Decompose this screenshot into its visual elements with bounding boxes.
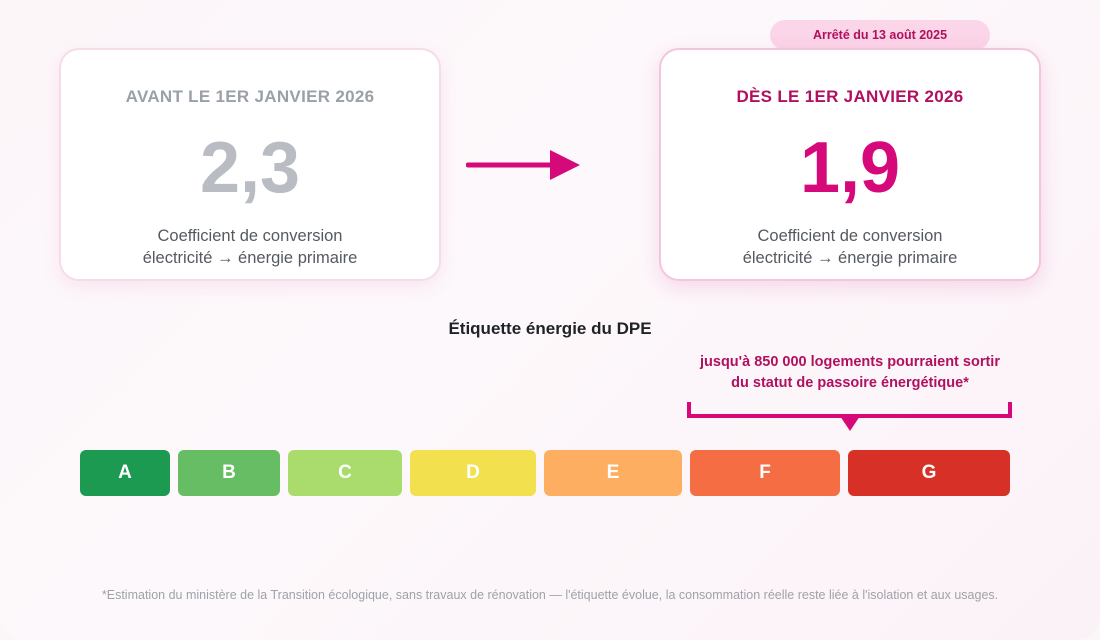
before-caption-line2: électricité → énergie primaire bbox=[142, 249, 358, 267]
dpe-class-b: B bbox=[178, 450, 280, 496]
after-caption-line2: électricité → énergie primaire bbox=[742, 249, 958, 267]
dpe-class-e: E bbox=[544, 450, 682, 496]
before-card-title: AVANT LE 1ER JANVIER 2026 bbox=[125, 87, 375, 106]
right-arrow-icon bbox=[466, 150, 580, 180]
before-card: AVANT LE 1ER JANVIER 2026 2,3 Coefficien… bbox=[59, 48, 441, 281]
footnote: *Estimation du ministère de la Transitio… bbox=[101, 588, 999, 602]
dpe-class-a: A bbox=[80, 450, 170, 496]
after-card-caption: Coefficient de conversion électricité → … bbox=[661, 225, 1039, 269]
dpe-section-title: Étiquette énergie du DPE bbox=[448, 319, 652, 338]
dpe-class-c: C bbox=[288, 450, 402, 496]
before-coefficient-value: 2,3 bbox=[199, 128, 301, 208]
after-caption-line1: Coefficient de conversion bbox=[757, 227, 943, 245]
dpe-class-d: D bbox=[410, 450, 536, 496]
dpe-callout-line2: du statut de passoire énergétique* bbox=[731, 375, 969, 391]
dpe-class-g: G bbox=[848, 450, 1010, 496]
after-coefficient-value: 1,9 bbox=[799, 128, 901, 208]
callout-bracket bbox=[687, 402, 1012, 431]
after-card-title: DÈS LE 1ER JANVIER 2026 bbox=[736, 87, 964, 106]
dpe-class-f: F bbox=[690, 450, 840, 496]
dpe-callout-line1: jusqu'à 850 000 logements pourraient sor… bbox=[700, 354, 1000, 370]
before-caption-line1: Coefficient de conversion bbox=[157, 227, 343, 245]
before-card-caption: Coefficient de conversion électricité → … bbox=[61, 225, 439, 269]
dpe-callout: jusqu'à 850 000 logements pourraient sor… bbox=[690, 352, 1010, 394]
after-card: DÈS LE 1ER JANVIER 2026 1,9 Coefficient … bbox=[659, 48, 1041, 281]
decree-badge: Arrêté du 13 août 2025 bbox=[770, 20, 990, 50]
